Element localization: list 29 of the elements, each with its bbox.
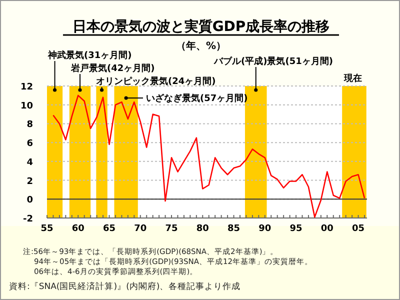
x-tick-label: 65 [102,224,116,234]
band-label: いざなぎ景気(57ヶ月間) [146,93,248,104]
x-tick-label: 90 [258,224,272,234]
x-tick-label: 60 [72,224,84,234]
x-tick-label: 85 [228,224,240,234]
x-tick-label: 00 [320,224,334,234]
y-tick-label: 4 [26,158,33,168]
y-tick-label: 10 [20,101,33,112]
text: 資料:『SNA(国民経済計算)』(内閣府)、各種記事より作成 [9,281,241,292]
y-tick-label: 0 [26,196,33,206]
x-tick-label: 80 [196,224,209,234]
chart-subtitle: （年、%） [176,40,226,52]
x-tick-label: 05 [352,224,365,234]
band-label: オリンピック景気(24ヶ月間) [96,76,216,87]
y-tick-label: 12 [20,82,33,92]
y-tick-label: -2 [23,214,33,224]
band-label: 岩戸景気(42ヶ月間) [70,63,155,74]
y-tick-label: 6 [26,139,33,150]
band-label: バブル(平成)景気(51ヶ月間) [213,56,333,67]
x-tick-label: 55 [40,224,54,234]
line-series [52,94,366,218]
y-tick-label: 8 [26,120,33,130]
x-tick-label: 70 [134,224,147,234]
x-tick-label: 75 [165,224,178,234]
band-label: 神武景気(31ヶ月間) [47,50,132,61]
band-label: 現在 [343,73,362,84]
chart-title: 日本の景気の波と実質GDP成長率の推移 [72,18,330,35]
x-tick-label: 95 [290,224,302,234]
y-tick-label: 2 [26,176,33,187]
